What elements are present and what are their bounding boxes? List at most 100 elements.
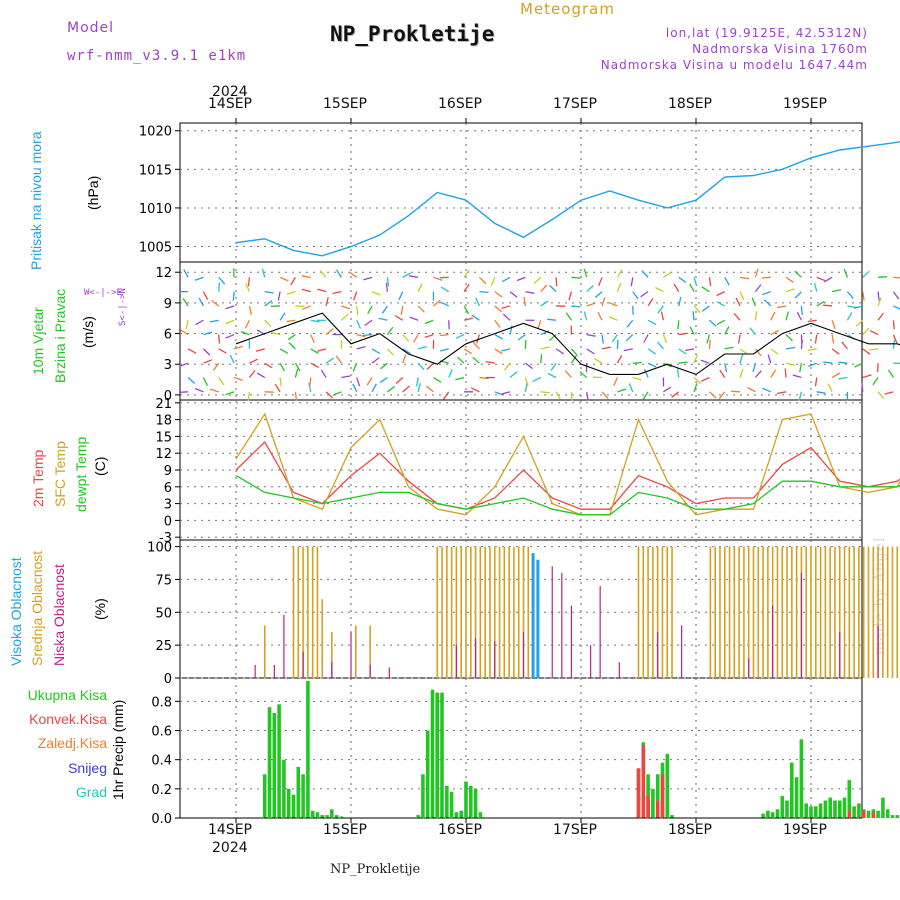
wind-barb bbox=[708, 319, 717, 327]
wind-barb bbox=[277, 291, 281, 301]
wind-barb bbox=[892, 320, 895, 330]
wind-barb bbox=[693, 305, 701, 314]
y-tick-label: 0 bbox=[164, 514, 172, 529]
precip-bar bbox=[660, 774, 665, 819]
wind-barb bbox=[517, 334, 526, 341]
wind-barb bbox=[532, 376, 542, 382]
temp-line-2 bbox=[235, 475, 900, 516]
wind-barb bbox=[426, 362, 434, 370]
wind-barb bbox=[194, 387, 204, 393]
day-label-17sep: 17SEP bbox=[553, 822, 597, 838]
wind-barb bbox=[594, 291, 603, 298]
wind-barb bbox=[739, 276, 750, 280]
precip-bar bbox=[780, 796, 785, 818]
wind-barb bbox=[409, 316, 419, 321]
wind-barb bbox=[398, 291, 404, 301]
wind-barb bbox=[501, 276, 511, 283]
wind-barb bbox=[286, 291, 296, 295]
wind-barb bbox=[400, 305, 404, 315]
wind-barb bbox=[472, 356, 480, 364]
wind-barb bbox=[716, 301, 726, 307]
wind-barb bbox=[439, 348, 449, 352]
wind-barb bbox=[555, 391, 561, 401]
y-tick-label: 50 bbox=[155, 606, 172, 621]
wind-barb bbox=[663, 386, 672, 393]
wind-barb bbox=[762, 387, 772, 393]
wind-barb bbox=[616, 269, 623, 278]
wind-barb bbox=[794, 270, 802, 278]
wind-barb bbox=[647, 362, 657, 368]
wind-barb bbox=[402, 334, 410, 342]
wind-barb bbox=[494, 319, 501, 328]
wind-barb bbox=[663, 362, 672, 368]
wind-barb bbox=[356, 305, 359, 315]
precip-bar bbox=[646, 796, 650, 818]
wind-barb bbox=[471, 387, 480, 393]
wind-barb bbox=[349, 271, 358, 278]
wind-barb bbox=[353, 291, 358, 301]
wind-barb bbox=[332, 391, 342, 396]
wind-barb bbox=[657, 341, 664, 350]
wind-barb bbox=[739, 291, 745, 301]
precip-bar bbox=[871, 812, 876, 818]
wind-barb bbox=[325, 357, 334, 364]
wind-barb bbox=[524, 382, 528, 392]
wind-barb bbox=[516, 276, 526, 282]
wind-barb bbox=[309, 377, 312, 387]
wind-barb bbox=[463, 348, 473, 355]
wind-barb bbox=[264, 291, 274, 294]
precip-bar bbox=[282, 759, 286, 818]
wind-barb bbox=[218, 282, 220, 292]
y-tick-label: 0 bbox=[164, 672, 172, 687]
precip-bar bbox=[847, 810, 852, 818]
wind-barb bbox=[892, 334, 898, 344]
y-tick-label: 1020 bbox=[139, 125, 172, 140]
wind-barb bbox=[417, 362, 425, 371]
precip-legend-frz: Zaledj.Kisa bbox=[37, 735, 107, 751]
wind-barb bbox=[385, 282, 389, 292]
wind-barb bbox=[179, 391, 189, 394]
wind-barb bbox=[256, 372, 266, 379]
wind-barb bbox=[693, 377, 702, 385]
precip-bar bbox=[847, 780, 852, 818]
wind-barb bbox=[616, 339, 619, 349]
wind-barb bbox=[387, 385, 396, 393]
wind-barb bbox=[501, 348, 511, 352]
wind-barb bbox=[706, 334, 711, 344]
wind-barb bbox=[872, 377, 879, 386]
wind-barb bbox=[455, 376, 465, 381]
precip-bar bbox=[842, 797, 847, 818]
wind-barb bbox=[884, 391, 894, 395]
wind-barb bbox=[626, 319, 634, 328]
wind-barb bbox=[555, 348, 564, 355]
wind-barb bbox=[549, 284, 557, 293]
wind-barb bbox=[537, 320, 542, 330]
wind-barb bbox=[494, 334, 503, 340]
wind-barb bbox=[249, 358, 258, 364]
wind-barb bbox=[195, 319, 204, 326]
precip-bar bbox=[655, 800, 660, 818]
wind-barb bbox=[547, 372, 557, 379]
wind-barb bbox=[232, 291, 235, 301]
wind-barb bbox=[523, 296, 527, 307]
wind-barb bbox=[356, 333, 366, 338]
wind-barb bbox=[623, 348, 633, 352]
wind-barb bbox=[290, 276, 296, 286]
wind-barb bbox=[218, 377, 225, 386]
altitude-text: Nadmorska Visina 1760m bbox=[692, 42, 868, 56]
precip-bar bbox=[804, 803, 808, 818]
wind-barb bbox=[796, 311, 802, 321]
wind-barb bbox=[310, 348, 319, 354]
precip-bar bbox=[651, 788, 655, 818]
precip-bar bbox=[636, 768, 641, 818]
y-tick-label: 12 bbox=[155, 447, 172, 462]
wind-barb bbox=[816, 391, 826, 394]
wind-barb bbox=[718, 391, 726, 400]
y-tick-label: -3 bbox=[159, 531, 172, 546]
precip-bar bbox=[459, 810, 463, 818]
wind-barb bbox=[892, 339, 896, 349]
wind-barb bbox=[657, 305, 664, 314]
wind-barb bbox=[655, 286, 664, 293]
wind-barb bbox=[586, 391, 589, 401]
